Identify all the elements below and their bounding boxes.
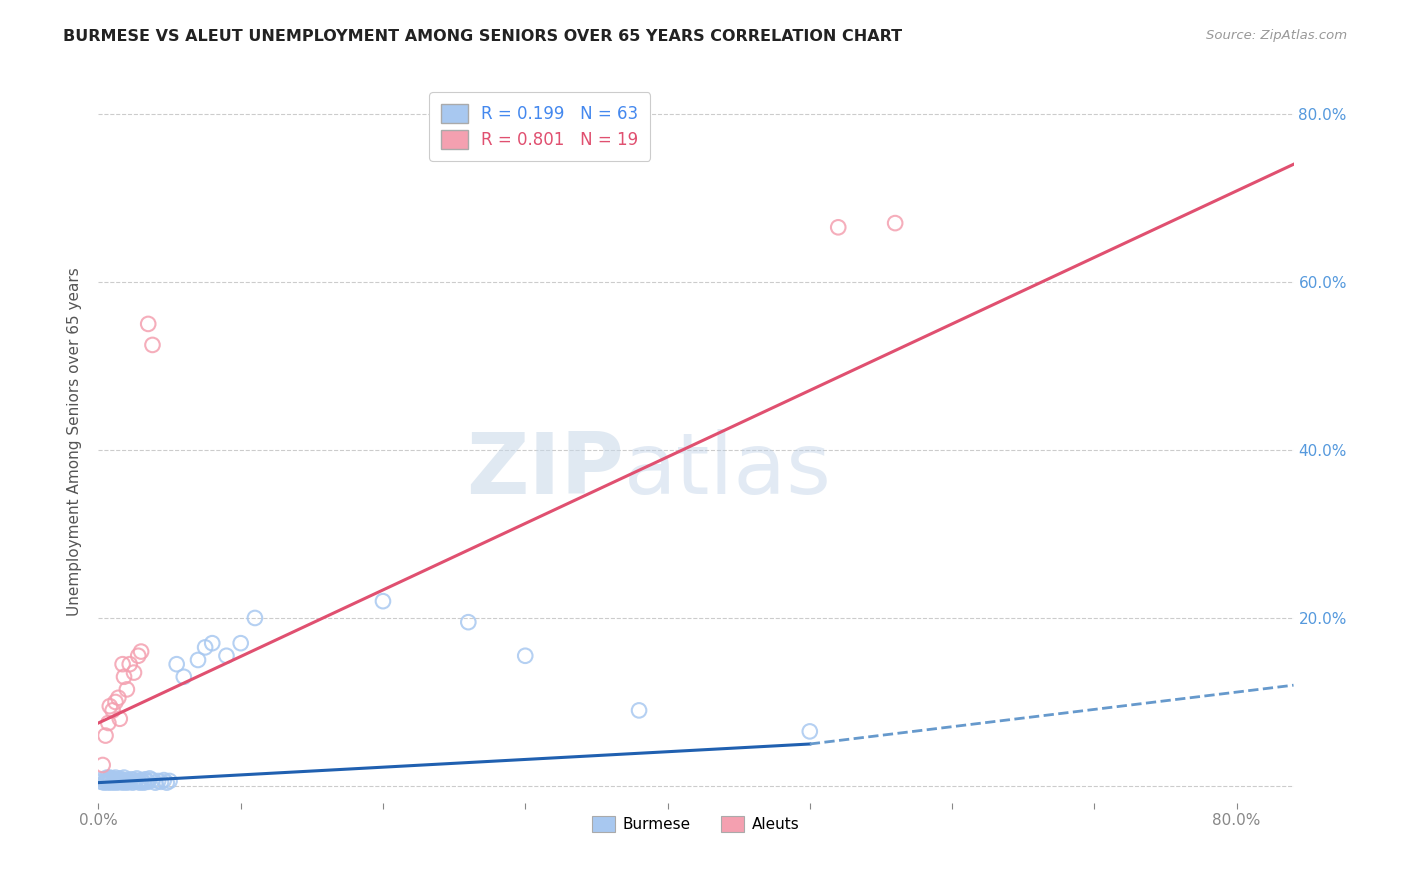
Point [122,665,145,680]
Point [141,338,163,352]
Point [173,670,195,684]
Point [132,775,155,789]
Point [125,772,148,786]
Point [156,775,179,789]
Point [166,657,188,672]
Point [371,594,394,608]
Point [98,771,121,785]
Point [457,615,479,630]
Point [115,775,138,789]
Text: Source: ZipAtlas.com: Source: ZipAtlas.com [1206,29,1347,42]
Point [134,772,156,787]
Point [127,774,149,789]
Point [100,773,122,788]
Point [129,644,152,658]
Point [215,648,238,663]
Point [827,220,849,235]
Point [138,772,160,786]
Point [98,699,121,714]
Point [104,773,127,788]
Point [122,773,145,788]
Point [136,774,159,789]
Point [243,611,266,625]
Point [143,775,166,789]
Point [201,636,224,650]
Point [115,682,138,697]
Point [129,773,152,788]
Legend: Burmese, Aleuts: Burmese, Aleuts [586,810,806,838]
Point [515,648,537,663]
Point [108,712,131,726]
Point [112,771,135,785]
Point [187,653,209,667]
Point [112,774,135,789]
Point [135,774,157,789]
Point [884,216,907,230]
Point [141,773,163,788]
Point [105,775,128,789]
Point [121,775,143,789]
Y-axis label: Unemployment Among Seniors over 65 years: Unemployment Among Seniors over 65 years [67,268,83,615]
Point [101,772,124,786]
Point [104,771,127,785]
Point [110,773,132,788]
Point [103,774,125,789]
Point [111,775,134,789]
Point [117,774,139,789]
Point [101,703,124,717]
Point [90,774,112,789]
Point [96,774,118,789]
Point [150,774,173,789]
Point [94,774,117,789]
Point [628,703,651,717]
Point [107,690,129,705]
Point [108,774,131,789]
Point [148,774,170,789]
Point [97,772,120,787]
Point [131,774,153,789]
Point [97,775,120,789]
Point [127,648,149,663]
Point [111,657,134,672]
Point [159,774,181,789]
Point [114,774,136,789]
Text: ZIP: ZIP [467,429,624,512]
Point [229,636,252,650]
Text: atlas: atlas [624,429,832,512]
Point [94,729,117,743]
Point [91,758,114,772]
Text: BURMESE VS ALEUT UNEMPLOYMENT AMONG SENIORS OVER 65 YEARS CORRELATION CHART: BURMESE VS ALEUT UNEMPLOYMENT AMONG SENI… [63,29,903,44]
Point [93,775,115,789]
Point [97,716,120,731]
Point [107,774,129,789]
Point [104,695,127,709]
Point [101,775,124,789]
Point [128,775,150,789]
Point [118,774,141,789]
Point [118,657,141,672]
Point [153,773,176,788]
Point [124,774,146,789]
Point [799,724,821,739]
Point [194,640,217,655]
Point [136,317,159,331]
Point [98,774,121,789]
Point [112,670,135,684]
Point [96,771,118,785]
Point [108,772,131,786]
Point [91,772,114,787]
Point [115,773,138,788]
Point [120,772,142,787]
